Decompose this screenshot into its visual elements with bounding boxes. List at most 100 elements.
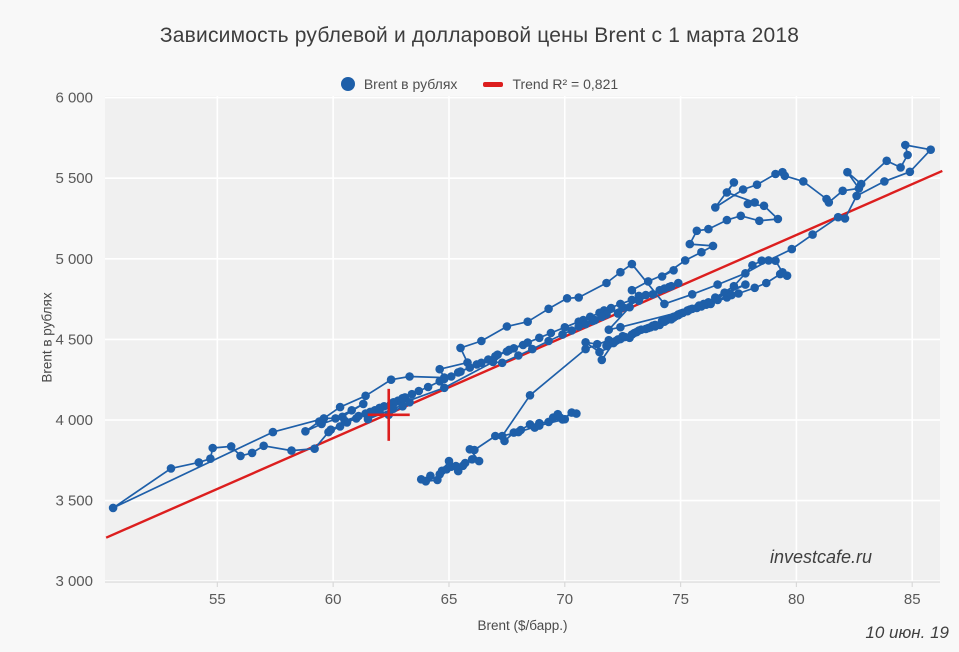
data-point bbox=[456, 343, 465, 353]
data-point bbox=[514, 351, 523, 360]
data-point bbox=[497, 431, 507, 441]
data-point bbox=[474, 456, 484, 466]
data-point bbox=[574, 293, 583, 302]
data-point bbox=[729, 281, 739, 291]
data-point bbox=[627, 295, 637, 305]
data-point bbox=[699, 299, 708, 309]
data-point bbox=[460, 458, 470, 468]
data-point bbox=[852, 191, 861, 201]
data-point bbox=[627, 259, 637, 269]
data-point bbox=[535, 333, 544, 343]
data-point bbox=[421, 477, 431, 486]
data-point bbox=[247, 448, 257, 458]
data-point bbox=[493, 350, 502, 360]
data-point bbox=[451, 461, 461, 471]
data-point bbox=[398, 393, 407, 403]
data-point bbox=[674, 278, 683, 288]
data-point bbox=[896, 163, 905, 172]
data-point bbox=[407, 389, 417, 399]
data-point bbox=[856, 179, 866, 189]
data-point bbox=[447, 372, 456, 381]
data-point bbox=[389, 398, 398, 407]
data-point bbox=[752, 180, 762, 189]
data-point bbox=[602, 341, 611, 351]
trend-line bbox=[105, 169, 943, 539]
x-axis-title: Brent ($/барр.) bbox=[477, 618, 568, 633]
data-point bbox=[108, 503, 118, 513]
data-point bbox=[523, 338, 532, 347]
data-point bbox=[722, 215, 732, 225]
data-point bbox=[711, 203, 720, 212]
x-tick-label: 75 bbox=[672, 591, 689, 608]
data-point bbox=[206, 454, 215, 464]
data-point bbox=[544, 304, 553, 314]
data-point bbox=[611, 336, 620, 346]
data-point bbox=[166, 464, 176, 473]
data-point bbox=[504, 345, 514, 355]
data-point bbox=[882, 156, 891, 166]
data-point bbox=[389, 404, 398, 414]
data-point bbox=[423, 382, 433, 392]
data-point bbox=[824, 198, 834, 207]
data-point bbox=[597, 355, 607, 365]
data-point bbox=[405, 398, 414, 407]
data-point bbox=[713, 280, 722, 289]
data-point bbox=[560, 414, 570, 424]
data-point bbox=[359, 399, 368, 409]
data-point bbox=[335, 402, 345, 412]
data-point bbox=[375, 407, 384, 416]
data-point bbox=[880, 177, 889, 186]
data-point bbox=[743, 199, 753, 209]
data-point bbox=[660, 317, 669, 327]
data-point bbox=[194, 458, 204, 467]
data-point bbox=[491, 431, 500, 441]
data-point bbox=[627, 285, 637, 295]
y-tick-label: 5 500 bbox=[55, 170, 93, 187]
data-point bbox=[581, 319, 590, 329]
data-point bbox=[687, 290, 697, 299]
data-point bbox=[722, 188, 732, 197]
data-point bbox=[581, 338, 590, 347]
data-point bbox=[692, 226, 702, 236]
data-point bbox=[590, 315, 600, 325]
data-point bbox=[657, 272, 667, 281]
y-tick-label: 3 500 bbox=[55, 493, 93, 510]
data-point bbox=[736, 211, 746, 221]
data-point bbox=[440, 374, 449, 384]
data-point bbox=[734, 289, 743, 298]
data-point bbox=[602, 278, 611, 288]
date-label: 10 июн. 19 bbox=[865, 623, 949, 642]
y-tick-label: 6 000 bbox=[55, 90, 93, 107]
data-point bbox=[926, 145, 935, 154]
legend: Brent в рублях Trend R² = 0,821 bbox=[0, 76, 959, 92]
watermark: investcafe.ru bbox=[770, 547, 873, 567]
data-point bbox=[287, 446, 296, 455]
data-point bbox=[660, 299, 669, 309]
data-point bbox=[664, 282, 674, 292]
data-point bbox=[748, 261, 757, 270]
data-point bbox=[361, 391, 370, 401]
x-tick-label: 80 bbox=[788, 591, 805, 608]
data-point bbox=[685, 305, 695, 314]
data-point bbox=[558, 330, 567, 339]
data-point bbox=[597, 312, 607, 322]
data-point bbox=[581, 344, 590, 354]
data-point bbox=[567, 326, 576, 335]
legend-trend-label: Trend R² = 0,821 bbox=[512, 76, 619, 92]
data-point bbox=[592, 339, 602, 349]
data-point bbox=[625, 302, 634, 312]
data-point bbox=[808, 230, 817, 239]
data-point bbox=[208, 443, 217, 453]
data-point bbox=[453, 368, 463, 377]
data-point bbox=[435, 470, 445, 479]
data-point bbox=[669, 266, 678, 275]
data-point bbox=[595, 347, 604, 357]
data-point bbox=[680, 256, 690, 265]
data-point bbox=[326, 425, 336, 435]
data-point bbox=[738, 185, 748, 194]
data-point bbox=[444, 456, 454, 466]
x-tick-label: 65 bbox=[441, 591, 458, 608]
data-point bbox=[634, 296, 644, 306]
